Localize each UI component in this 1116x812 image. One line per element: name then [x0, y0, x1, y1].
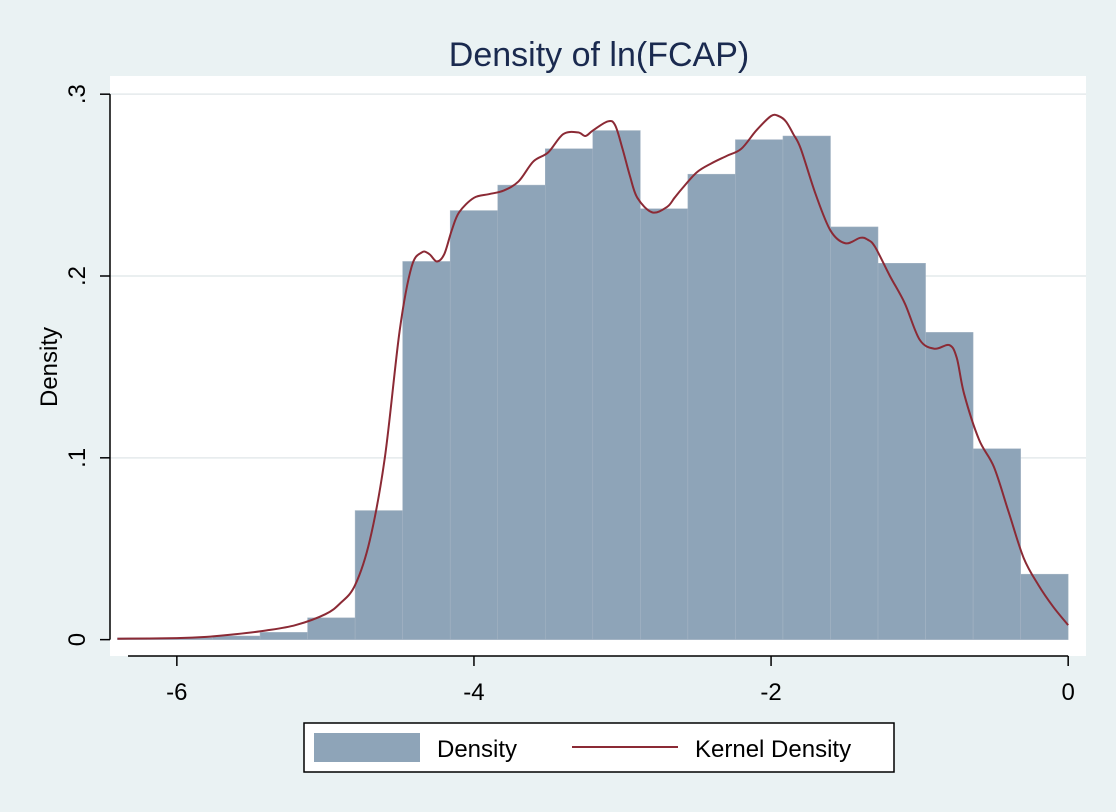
histogram-bar [545, 148, 594, 640]
histogram-bar [830, 226, 879, 640]
histogram-bar [782, 135, 831, 640]
histogram-bar [972, 448, 1021, 640]
legend-label-kernel-density: Kernel Density [695, 736, 851, 763]
histogram-bar [307, 617, 356, 640]
histogram-bar [497, 184, 546, 640]
histogram-bar [259, 632, 308, 640]
histogram-bar [687, 173, 736, 640]
histogram-bar [640, 208, 689, 640]
histogram-bar [735, 139, 784, 640]
x-tick-label: -2 [760, 679, 781, 706]
y-tick-label: .2 [64, 266, 91, 286]
legend-swatch-density [314, 733, 420, 762]
y-tick-label: .1 [64, 448, 91, 468]
histogram-bar [1020, 573, 1069, 640]
x-tick-label: -6 [166, 679, 187, 706]
histogram-bar [354, 510, 403, 640]
histogram-bar [925, 332, 974, 640]
y-axis-title: Density [36, 327, 63, 407]
histogram-bar [402, 261, 451, 640]
x-tick-label: 0 [1061, 679, 1074, 706]
chart-title: Density of ln(FCAP) [449, 36, 749, 74]
histogram-bar [877, 263, 926, 640]
histogram-bar [592, 130, 641, 640]
kernel-density-curve [117, 113, 1069, 640]
kernel-density-line [117, 113, 1069, 640]
histogram-bar [449, 210, 498, 640]
axes: 0 .1 .2 .3 -6 -4 -2 0 [64, 84, 1075, 706]
histogram-bars [117, 130, 1069, 640]
x-tick-label: -4 [463, 679, 484, 706]
y-tick-label: 0 [64, 633, 91, 646]
legend-label-density: Density [437, 736, 517, 763]
legend: Density Kernel Density [303, 722, 895, 773]
y-tick-label: .3 [64, 84, 91, 104]
